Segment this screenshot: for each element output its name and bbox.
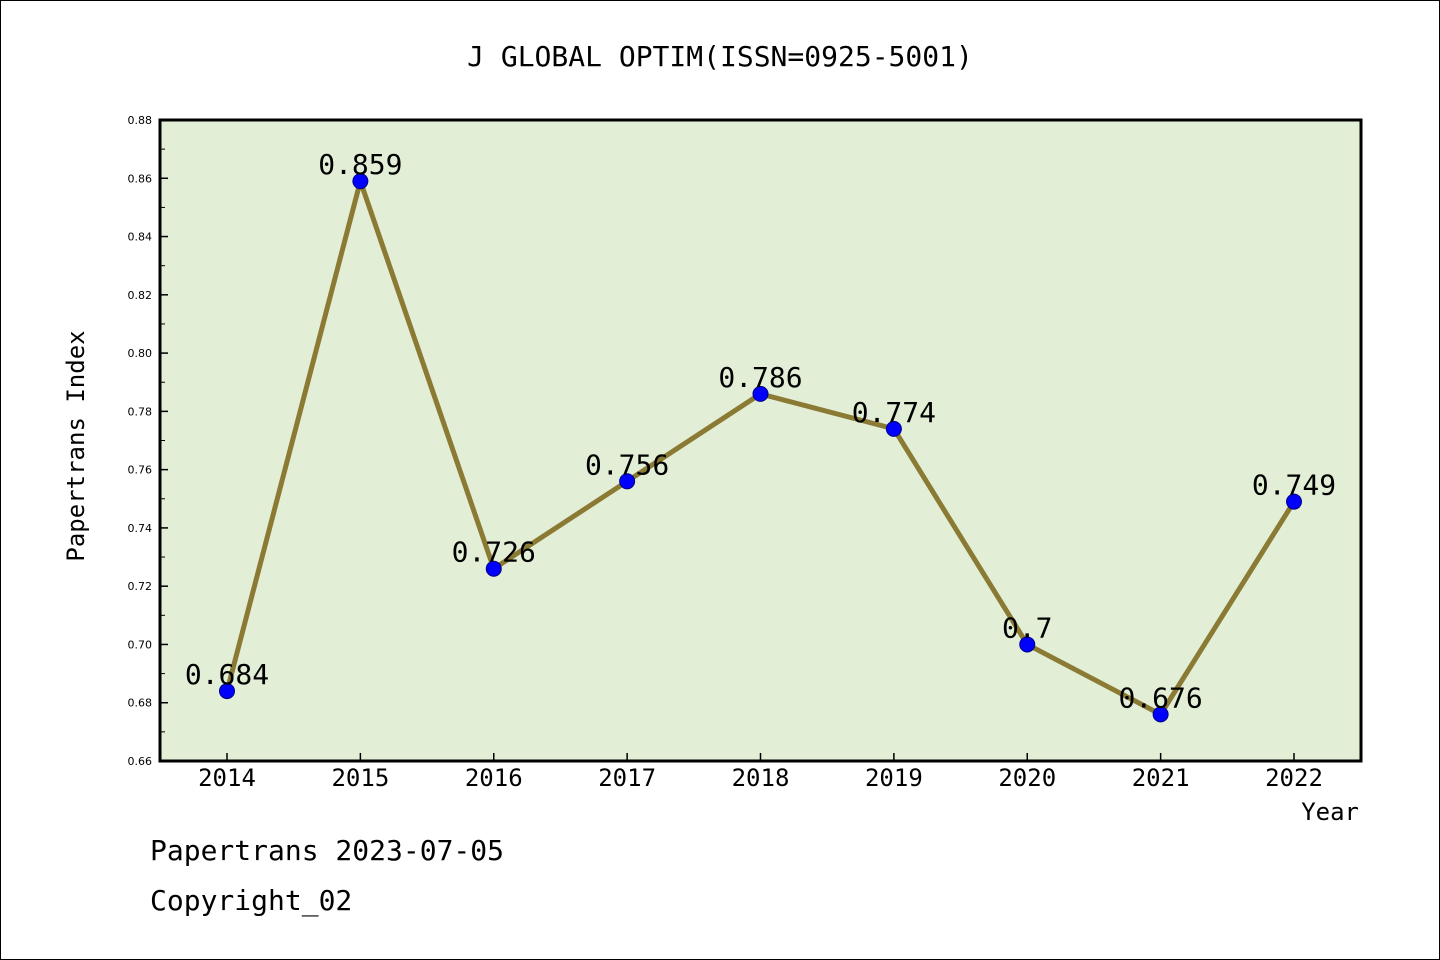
data-point [352, 173, 369, 190]
x-tick-label: 2015 [331, 764, 389, 792]
data-labels: 0.684 0.859 0.726 0.756 0.786 0.774 0.7 0.676 0.… [185, 148, 1336, 714]
data-point [619, 473, 636, 490]
y-tick-label: 0.72 [128, 580, 153, 593]
data-label: 0.756 [585, 448, 669, 481]
y-tick-label: 0.86 [128, 172, 153, 185]
data-point [885, 420, 902, 437]
data-label: 0.786 [718, 361, 802, 394]
y-tick-label: 0.82 [128, 289, 153, 302]
data-label: 0.859 [318, 148, 402, 181]
y-tick-label: 0.70 [128, 638, 153, 651]
x-tick-label: 2020 [998, 764, 1056, 792]
data-point [219, 683, 235, 700]
data-label: 0.774 [852, 396, 936, 429]
footer-copyright: Copyright_02 [150, 884, 353, 917]
plot-area [158, 118, 1363, 763]
data-point [752, 385, 769, 402]
data-label: 0.684 [185, 658, 269, 691]
y-tick-label: 0.74 [128, 522, 153, 535]
chart-title: J GLOBAL OPTIM(ISSN=0925-5001) [467, 40, 973, 73]
y-axis-label: Papertrans Index [62, 330, 90, 561]
data-point [1019, 636, 1036, 653]
series-markers [219, 173, 1302, 723]
y-tick-label: 0.68 [128, 697, 153, 710]
x-tick-label: 2017 [598, 764, 656, 792]
y-tick-label: 0.66 [128, 755, 153, 768]
footer-date: Papertrans 2023-07-05 [150, 834, 505, 867]
x-tick-label: 2022 [1265, 764, 1323, 792]
data-label: 0.676 [1118, 681, 1202, 714]
x-axis: 2014 2015 2016 2017 2018 2019 2020 2021 2022 [198, 753, 1323, 792]
data-point [485, 560, 502, 577]
x-tick-label: 2019 [865, 764, 923, 792]
y-tick-label: 0.80 [128, 347, 153, 360]
data-label: 0.749 [1252, 469, 1336, 502]
y-axis: 0.66 0.68 0.70 0.72 0.74 0.76 0.78 0.80 0.82 0.84… [128, 114, 168, 768]
x-tick-label: 2014 [198, 764, 256, 792]
y-tick-label: 0.84 [128, 231, 153, 244]
y-tick-label: 0.78 [128, 405, 153, 418]
data-point [1286, 493, 1302, 510]
y-tick-label: 0.76 [128, 464, 153, 477]
x-tick-label: 2018 [732, 764, 790, 792]
data-point [1152, 706, 1169, 723]
data-label: 0.726 [452, 536, 536, 569]
x-tick-label: 2021 [1132, 764, 1190, 792]
y-tick-label: 0.88 [128, 114, 153, 127]
x-axis-label: Year [1301, 798, 1359, 826]
x-tick-label: 2016 [465, 764, 523, 792]
data-label: 0.7 [1002, 611, 1053, 644]
